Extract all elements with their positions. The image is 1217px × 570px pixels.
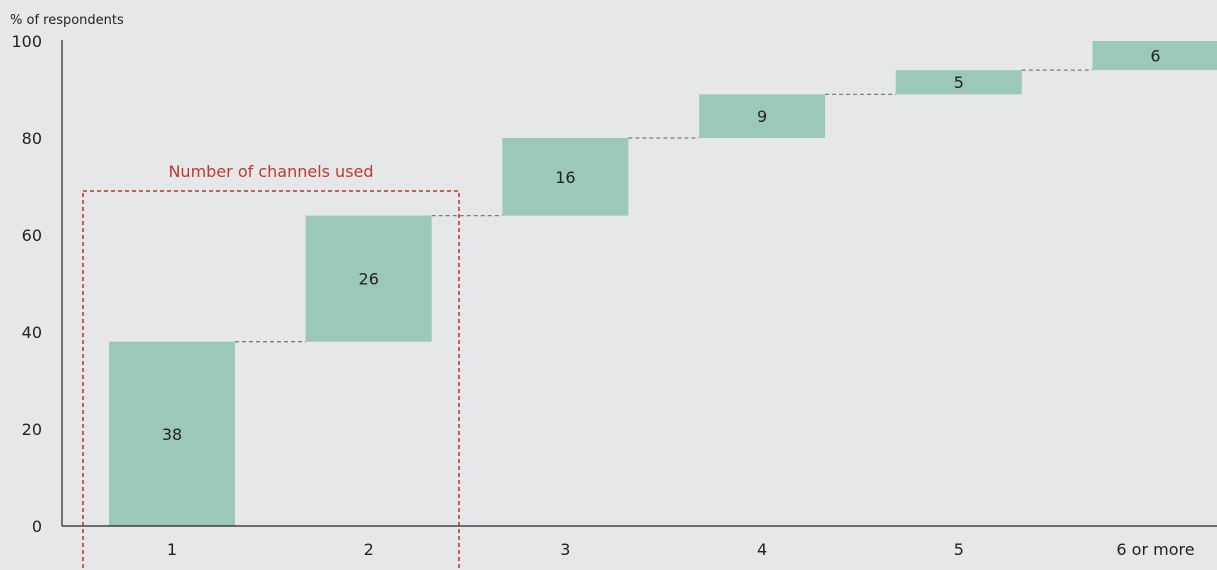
y-tick-label: 40 <box>22 323 42 342</box>
bar-value-label: 38 <box>162 425 182 444</box>
bar-value-label: 26 <box>359 270 379 289</box>
y-tick-label: 80 <box>22 129 42 148</box>
bar-value-label: 9 <box>757 107 767 126</box>
bar <box>895 70 1022 95</box>
bar-value-label: 5 <box>954 73 964 92</box>
x-tick-label: 2 <box>364 540 374 559</box>
bar-value-label: 16 <box>555 168 575 187</box>
bar <box>305 215 432 342</box>
x-tick-label: 5 <box>954 540 964 559</box>
y-tick-label: 60 <box>22 226 42 245</box>
x-axis-ticks: 1 2 3 4 5 6 or more <box>167 540 1195 559</box>
bar <box>699 94 826 138</box>
x-tick-label: 4 <box>757 540 767 559</box>
connectors-group <box>235 69 1093 343</box>
bars-group <box>109 41 1217 526</box>
y-tick-label: 100 <box>11 32 42 51</box>
x-tick-label: 3 <box>560 540 570 559</box>
y-axis-title: % of respondents <box>10 13 124 28</box>
bar-value-label: 6 <box>1150 47 1160 66</box>
annotation-box <box>82 190 460 570</box>
bar <box>502 138 629 216</box>
bar-labels-group: 38 26 16 9 5 6 <box>162 47 1161 444</box>
y-axis-ticks: 0 20 40 60 80 100 <box>11 32 42 536</box>
y-tick-label: 0 <box>32 517 42 536</box>
bar <box>109 341 235 526</box>
y-tick-label: 20 <box>22 420 42 439</box>
x-tick-label: 1 <box>167 540 177 559</box>
bar <box>1092 41 1217 71</box>
annotation-label: Number of channels used <box>168 162 373 181</box>
x-tick-label: 6 or more <box>1116 540 1194 559</box>
